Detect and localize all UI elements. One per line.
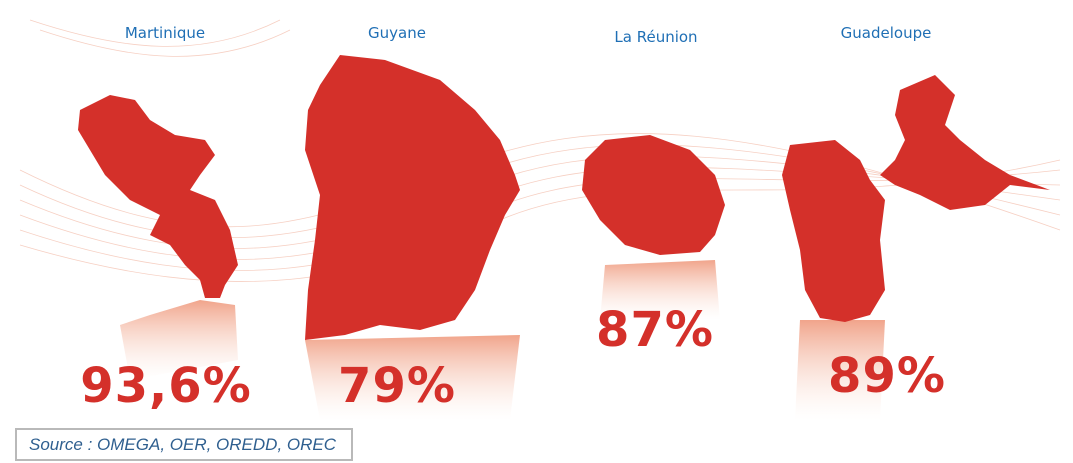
region-name: La Réunion xyxy=(614,28,697,46)
region-value: 87% xyxy=(596,302,714,358)
map-guadeloupe-grande-terre xyxy=(880,75,1050,210)
map-martinique xyxy=(78,95,238,298)
region-name: Guyane xyxy=(368,24,426,42)
maps xyxy=(78,55,1050,340)
map-reunion xyxy=(582,135,725,255)
region-value: 79% xyxy=(338,358,456,414)
map-guyane xyxy=(305,55,520,340)
map-guadeloupe-basse-terre xyxy=(782,140,885,322)
reflections xyxy=(120,260,885,420)
region-name: Guadeloupe xyxy=(841,24,932,42)
source-note: Source : OMEGA, OER, OREDD, OREC xyxy=(15,428,353,461)
region-value: 93,6% xyxy=(80,358,252,414)
region-value: 89% xyxy=(828,348,946,404)
region-name: Martinique xyxy=(125,24,205,42)
